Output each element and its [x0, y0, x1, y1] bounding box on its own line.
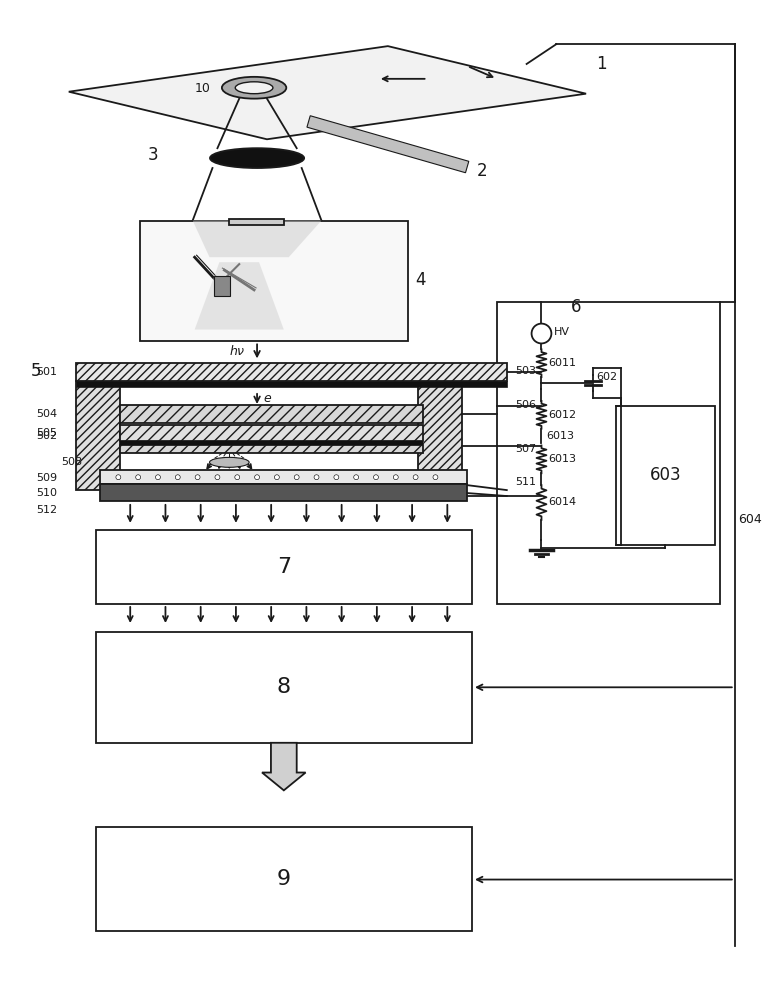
Ellipse shape — [235, 82, 273, 94]
Text: 604: 604 — [738, 513, 761, 526]
Text: HV: HV — [555, 327, 571, 337]
Circle shape — [254, 475, 260, 480]
Text: 6013: 6013 — [546, 431, 574, 441]
Bar — [76, 381, 507, 387]
Text: 9: 9 — [277, 869, 291, 889]
Circle shape — [374, 475, 378, 480]
Text: 8: 8 — [277, 677, 291, 697]
Circle shape — [215, 475, 220, 480]
Circle shape — [294, 475, 300, 480]
Text: 6012: 6012 — [548, 410, 577, 420]
Circle shape — [314, 475, 319, 480]
Circle shape — [274, 475, 280, 480]
Circle shape — [532, 324, 552, 343]
Circle shape — [195, 475, 200, 480]
Text: 506: 506 — [515, 400, 535, 410]
Bar — [120, 441, 423, 445]
Text: 6013: 6013 — [548, 454, 576, 464]
Text: 603: 603 — [650, 466, 681, 484]
Bar — [120, 425, 423, 441]
Circle shape — [393, 475, 398, 480]
Bar — [417, 381, 462, 490]
Text: 2: 2 — [477, 162, 488, 180]
Bar — [120, 445, 423, 453]
Text: 3: 3 — [148, 146, 159, 164]
Bar — [100, 484, 467, 501]
FancyArrow shape — [262, 743, 306, 790]
Circle shape — [234, 475, 240, 480]
Circle shape — [175, 475, 180, 480]
Ellipse shape — [210, 148, 304, 168]
Ellipse shape — [209, 457, 249, 467]
Text: e: e — [263, 392, 270, 405]
Bar — [96, 530, 472, 604]
Ellipse shape — [222, 77, 286, 99]
Bar — [100, 470, 467, 484]
Text: 507: 507 — [515, 444, 536, 454]
Text: 503: 503 — [515, 366, 535, 376]
Text: 505: 505 — [36, 428, 57, 438]
Polygon shape — [193, 221, 322, 257]
Polygon shape — [307, 116, 469, 173]
Text: 7: 7 — [277, 557, 291, 577]
Circle shape — [354, 475, 358, 480]
Text: $h\nu$: $h\nu$ — [229, 344, 246, 358]
Text: 6014: 6014 — [548, 497, 577, 507]
Polygon shape — [69, 46, 586, 139]
Bar — [214, 276, 231, 296]
Text: 1: 1 — [596, 55, 607, 73]
Text: 4: 4 — [416, 271, 426, 289]
Text: 6011: 6011 — [548, 358, 576, 368]
Bar — [497, 302, 720, 604]
Circle shape — [334, 475, 339, 480]
Text: 508: 508 — [61, 457, 82, 467]
Text: 501: 501 — [36, 367, 57, 377]
Circle shape — [136, 475, 141, 480]
Bar — [229, 219, 284, 225]
Text: 502: 502 — [36, 431, 57, 441]
Text: 512: 512 — [36, 505, 57, 515]
Bar — [616, 406, 715, 545]
Bar — [140, 221, 408, 341]
Bar — [96, 827, 472, 931]
Circle shape — [155, 475, 160, 480]
Bar — [120, 405, 423, 423]
Text: 511: 511 — [515, 477, 535, 487]
Text: 6: 6 — [571, 298, 581, 316]
Bar — [76, 363, 507, 381]
Bar — [96, 632, 472, 743]
Circle shape — [433, 475, 438, 480]
Text: 10: 10 — [195, 82, 211, 95]
Circle shape — [413, 475, 418, 480]
Text: 510: 510 — [36, 488, 57, 498]
Bar — [76, 381, 120, 490]
Text: 5: 5 — [31, 362, 41, 380]
Text: 509: 509 — [36, 473, 57, 483]
Text: 504: 504 — [36, 409, 57, 419]
Polygon shape — [195, 262, 284, 330]
Text: 602: 602 — [596, 372, 617, 382]
Circle shape — [116, 475, 121, 480]
